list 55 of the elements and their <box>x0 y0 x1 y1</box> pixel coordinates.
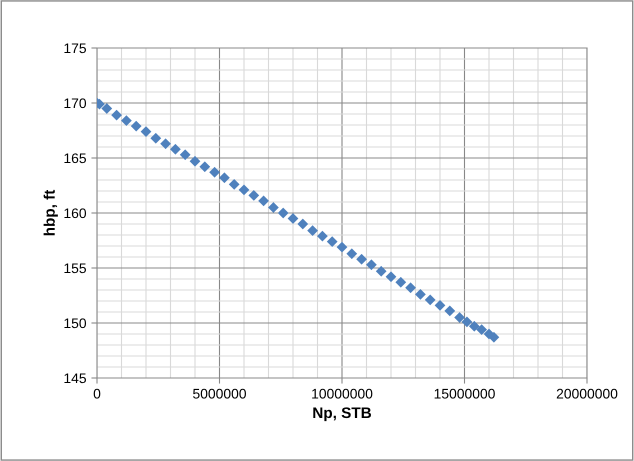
y-tick-label: 155 <box>64 263 86 274</box>
point <box>376 266 387 277</box>
point <box>415 289 426 300</box>
y-axis-title: hbp, ft <box>44 190 58 236</box>
point <box>190 156 200 167</box>
point <box>468 320 480 332</box>
point <box>424 294 436 306</box>
point <box>356 254 367 265</box>
point <box>336 242 348 252</box>
point <box>258 196 269 206</box>
point <box>248 190 260 201</box>
point <box>326 236 338 247</box>
point <box>317 230 328 242</box>
point <box>140 126 152 137</box>
y-tick-label: 165 <box>64 153 86 164</box>
x-tick-label: 10000000 <box>312 388 372 399</box>
x-axis-title: Np, STB <box>313 407 372 422</box>
point <box>307 225 318 236</box>
point <box>150 132 162 144</box>
point <box>488 332 500 343</box>
y-tick-label: 170 <box>64 98 86 108</box>
point <box>238 184 250 196</box>
point <box>288 213 298 224</box>
point <box>434 300 446 311</box>
point <box>395 276 406 288</box>
point <box>199 161 210 172</box>
point <box>219 172 230 184</box>
point <box>121 115 132 126</box>
point <box>101 103 112 114</box>
point <box>346 248 358 260</box>
x-tick-label: 0 <box>94 388 100 399</box>
y-tick-label: 160 <box>64 208 86 218</box>
point <box>386 271 396 282</box>
point <box>170 144 181 155</box>
point <box>278 208 289 218</box>
point <box>444 306 456 316</box>
point <box>462 316 472 328</box>
point <box>268 202 279 213</box>
point <box>366 259 377 270</box>
point <box>180 149 191 160</box>
y-tick-label: 150 <box>64 318 86 328</box>
point <box>111 110 122 120</box>
point <box>209 166 220 178</box>
y-tick-label: 145 <box>64 373 86 384</box>
point <box>297 218 308 230</box>
point <box>454 312 465 323</box>
point <box>130 120 142 132</box>
point <box>160 138 171 150</box>
x-tick-label: 5000000 <box>193 388 246 399</box>
point <box>228 179 240 190</box>
point <box>476 324 488 335</box>
x-tick-label: 20000000 <box>556 388 618 399</box>
point <box>405 282 416 294</box>
x-tick-label: 15000000 <box>434 388 495 399</box>
y-tick-label: 175 <box>64 43 86 54</box>
